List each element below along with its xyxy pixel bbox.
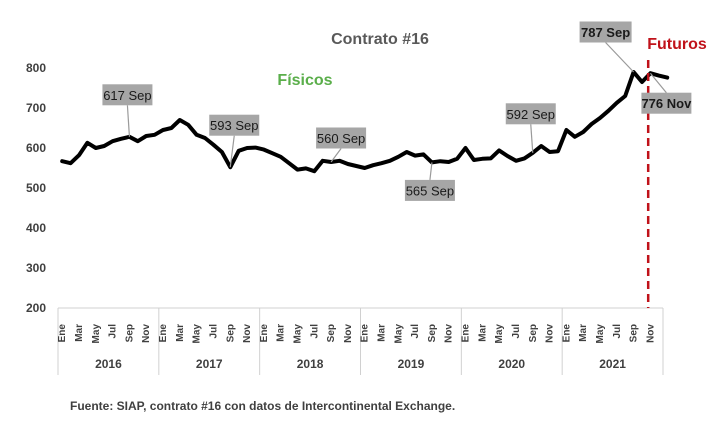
year-label: 2019	[398, 357, 425, 371]
annotation-box	[404, 179, 455, 201]
annotation-label: 617 Sep	[103, 88, 151, 103]
annotation-box	[641, 92, 692, 114]
month-label: Sep	[629, 324, 640, 342]
y-tick-label: 300	[26, 261, 46, 275]
year-label: 2017	[196, 357, 223, 371]
annotation-leader	[429, 162, 433, 180]
year-label: 2020	[498, 357, 525, 371]
month-label: Ene	[561, 324, 572, 343]
annotation-label: 565 Sep	[406, 183, 454, 198]
y-tick-label: 200	[26, 301, 46, 315]
month-label: Jul	[410, 324, 421, 339]
x-axis-labels: Ene Mar May Jul Sep Nov 2016 Ene Mar May Jul Sep Nov…	[57, 308, 664, 375]
annotation-leader	[229, 135, 235, 168]
month-label: Mar	[276, 324, 287, 342]
annotation-box	[579, 21, 632, 43]
month-label: Ene	[57, 324, 68, 343]
month-label: Jul	[612, 324, 623, 339]
month-label: Ene	[158, 324, 169, 343]
month-label: Sep	[528, 324, 539, 342]
region-label-futuros: Futuros	[647, 36, 707, 53]
annotation-leader	[649, 72, 667, 94]
annotation-box	[316, 127, 367, 149]
annotation-box	[102, 84, 153, 106]
month-label: May	[494, 324, 505, 344]
annotation-label: 592 Sep	[507, 107, 555, 122]
month-label: May	[292, 324, 303, 344]
month-label: Nov	[645, 324, 656, 343]
month-label: Mar	[175, 324, 186, 342]
annotation-label: 776 Nov	[641, 96, 692, 111]
month-label: Mar	[377, 324, 388, 342]
month-label: May	[595, 324, 606, 344]
month-label: May	[393, 324, 404, 344]
annotation-leader	[530, 124, 534, 153]
month-label: Jul	[208, 324, 219, 339]
annotation-label: 560 Sep	[317, 131, 365, 146]
y-tick-label: 800	[26, 61, 46, 75]
y-tick-label: 400	[26, 221, 46, 235]
month-label: Nov	[444, 324, 455, 343]
year-label: 2021	[599, 357, 626, 371]
month-label: Nov	[242, 324, 253, 343]
annotation-leader	[126, 105, 131, 137]
y-tick-label: 600	[26, 141, 46, 155]
series-line	[60, 70, 670, 174]
region-label-fisicos: Físicos	[277, 72, 332, 89]
annotations: 617 Sep 593 Sep 560 Sep 565 Sep 592 Sep 787 S…	[102, 21, 692, 201]
month-label: Jul	[108, 324, 119, 339]
annotation-leader	[330, 148, 342, 163]
month-label: May	[192, 324, 203, 344]
chart-title: Contrato #16	[331, 31, 429, 48]
month-label: Sep	[427, 324, 438, 342]
month-label: May	[91, 324, 102, 344]
month-label: Mar	[578, 324, 589, 342]
month-label: Sep	[225, 324, 236, 342]
month-label: Nov	[141, 324, 152, 343]
month-label: Nov	[545, 324, 556, 343]
y-tick-label: 500	[26, 181, 46, 195]
month-label: Ene	[461, 324, 472, 343]
year-label: 2016	[95, 357, 122, 371]
month-label: Sep	[124, 324, 135, 342]
annotation-box	[209, 114, 260, 136]
month-label: Jul	[309, 324, 320, 339]
month-label: Sep	[326, 324, 337, 342]
month-label: Mar	[74, 324, 85, 342]
month-label: Mar	[477, 324, 488, 342]
annotation-label: 593 Sep	[210, 118, 258, 133]
month-label: Ene	[360, 324, 371, 343]
annotation-box	[505, 103, 556, 125]
month-label: Nov	[343, 324, 354, 343]
annotation-label: 787 Sep	[581, 25, 630, 40]
source-note: Fuente: SIAP, contrato #16 con datos de …	[70, 399, 455, 413]
month-label: Jul	[511, 324, 522, 339]
year-label: 2018	[297, 357, 324, 371]
annotation-leader	[605, 42, 635, 73]
y-tick-label: 700	[26, 101, 46, 115]
month-label: Ene	[259, 324, 270, 343]
